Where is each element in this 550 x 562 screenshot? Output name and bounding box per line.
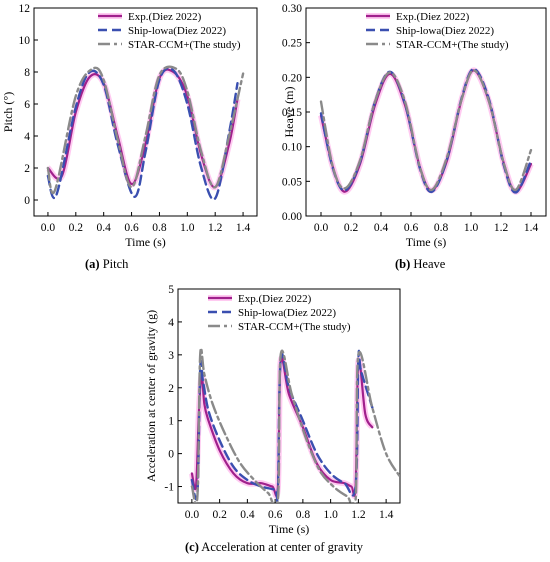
heave-x-tick-label: 1.0 [464, 222, 479, 234]
acceleration-plot-frame [177, 288, 401, 504]
pitch-caption-letter: (a) [85, 257, 100, 271]
acceleration-x-tick-label: 0.8 [296, 509, 311, 521]
pitch-x-tick-label: 0.2 [69, 222, 84, 234]
acceleration-caption: (c) Acceleration at center of gravity [185, 540, 364, 554]
heave-y-tick-label: 0.00 [282, 211, 302, 223]
pitch-y-tick-label: 12 [19, 3, 31, 15]
pitch-caption: (a) Pitch [85, 257, 129, 271]
acceleration-caption-text: Acceleration at center of gravity [199, 540, 364, 554]
heave-x-tick-label: 0.6 [404, 222, 419, 234]
acceleration-x-tick-label: 1.0 [323, 509, 338, 521]
heave-x-tick-label: 0.2 [344, 222, 359, 234]
pitch-x-tick-label: 1.2 [208, 222, 223, 234]
pitch-x-axis-label: Time (s) [125, 235, 166, 249]
heave-series-ship [319, 67, 533, 194]
pitch-y-tick-label: 2 [24, 163, 30, 175]
pitch-series-ship [46, 66, 239, 201]
acceleration-y-tick-label: 5 [168, 284, 174, 296]
pitch-y-tick-label: 4 [24, 131, 30, 143]
heave-series-star [319, 69, 533, 192]
acceleration-legend-label-star: STAR-CCM+(The study) [238, 321, 351, 333]
heave-y-tick-label: 0.20 [282, 72, 302, 84]
pitch-series-group [45, 65, 245, 201]
pitch-x-tick-label: 0.8 [152, 222, 167, 234]
heave-caption: (b) Heave [395, 257, 446, 271]
heave-y-tick-label: 0.25 [282, 38, 302, 50]
acceleration-x-tick-label: 1.2 [351, 509, 366, 521]
chart-pitch: 0.0 0.2 0.4 0.6 0.8 1.0 1.2 1.4 0 2 4 6 8 10 12 Time (s… [1, 3, 258, 271]
heave-legend-label-exp: Exp.(Diez 2022) [396, 11, 470, 23]
pitch-y-axis-label: Pitch (°) [1, 92, 15, 132]
acceleration-caption-letter: (c) [185, 540, 199, 554]
pitch-series-star [46, 65, 245, 195]
heave-series-exp [319, 69, 533, 193]
pitch-caption-text: Pitch [100, 257, 130, 271]
pitch-legend-label-star: STAR-CCM+(The study) [128, 39, 241, 51]
acceleration-series-star [190, 346, 400, 503]
pitch-legend-label-ship: Ship-lowa(Diez 2022) [128, 25, 226, 37]
heave-x-tick-label: 0.4 [374, 222, 389, 234]
pitch-plot-frame [33, 7, 258, 217]
heave-y-tick-label: 0.30 [282, 3, 302, 15]
pitch-y-tick-label: 10 [19, 35, 31, 47]
acceleration-series-exp-glow [188, 355, 375, 499]
chart-heave: 0.0 0.2 0.4 0.6 0.8 1.0 1.2 1.4 0.00 0.05 0.10 0.15… [282, 3, 547, 271]
heave-x-tick-label: 1.2 [494, 222, 509, 234]
pitch-x-tick-label: 1.0 [180, 222, 195, 234]
acceleration-x-tick-label: 0.6 [268, 509, 283, 521]
heave-x-tick-label: 0.0 [314, 222, 329, 234]
acceleration-legend-label-ship: Ship-lowa(Diez 2022) [238, 307, 336, 319]
heave-caption-text: Heave [410, 257, 445, 271]
pitch-x-tick-label: 1.4 [236, 222, 251, 234]
chart-acceleration: 0.0 0.2 0.4 0.6 0.8 1.0 1.2 1.4 -1 0 1 2 3 4 5 Time (s)… [144, 284, 401, 554]
heave-caption-letter: (b) [395, 257, 410, 271]
pitch-x-tick-label: 0.4 [97, 222, 112, 234]
heave-x-tick-label: 0.8 [434, 222, 449, 234]
heave-legend-label-star: STAR-CCM+(The study) [396, 39, 509, 51]
acceleration-y-axis-label: Acceleration at center of gravity (g) [144, 310, 158, 482]
pitch-y-tick-label: 0 [24, 195, 30, 207]
heave-y-tick-label: 0.05 [282, 176, 302, 188]
heave-y-axis-label: Heave (m) [282, 87, 296, 138]
heave-series-exp-glow [318, 67, 534, 195]
heave-y-tick-label: 0.15 [282, 107, 302, 119]
heave-legend-label-ship: Ship-lowa(Diez 2022) [396, 25, 494, 37]
acceleration-x-tick-label: 0.0 [185, 509, 200, 521]
acceleration-y-tick-label: 4 [168, 317, 174, 329]
heave-x-axis-label: Time (s) [406, 235, 447, 249]
acceleration-y-tick-label: 3 [168, 350, 174, 362]
acceleration-x-tick-label: 0.4 [240, 509, 255, 521]
acceleration-x-tick-label: 1.4 [379, 509, 394, 521]
acceleration-x-axis-label: Time (s) [269, 522, 310, 536]
pitch-legend-label-exp: Exp.(Diez 2022) [128, 11, 202, 23]
acceleration-y-tick-label: 0 [168, 449, 174, 461]
pitch-x-tick-label: 0.6 [124, 222, 139, 234]
heave-series-group [318, 67, 534, 195]
acceleration-series-group [188, 346, 400, 503]
heave-y-tick-label: 0.10 [282, 142, 302, 154]
heave-x-tick-label: 1.4 [524, 222, 539, 234]
pitch-y-tick-label: 8 [24, 67, 30, 79]
acceleration-x-tick-label: 0.2 [212, 509, 227, 521]
acceleration-legend-label-exp: Exp.(Diez 2022) [238, 293, 312, 305]
acceleration-y-tick-label: 2 [168, 383, 174, 395]
pitch-x-tick-label: 0.0 [41, 222, 56, 234]
acceleration-y-tick-label: -1 [164, 482, 174, 494]
acceleration-y-tick-label: 1 [168, 416, 174, 428]
pitch-y-tick-label: 6 [24, 99, 30, 111]
